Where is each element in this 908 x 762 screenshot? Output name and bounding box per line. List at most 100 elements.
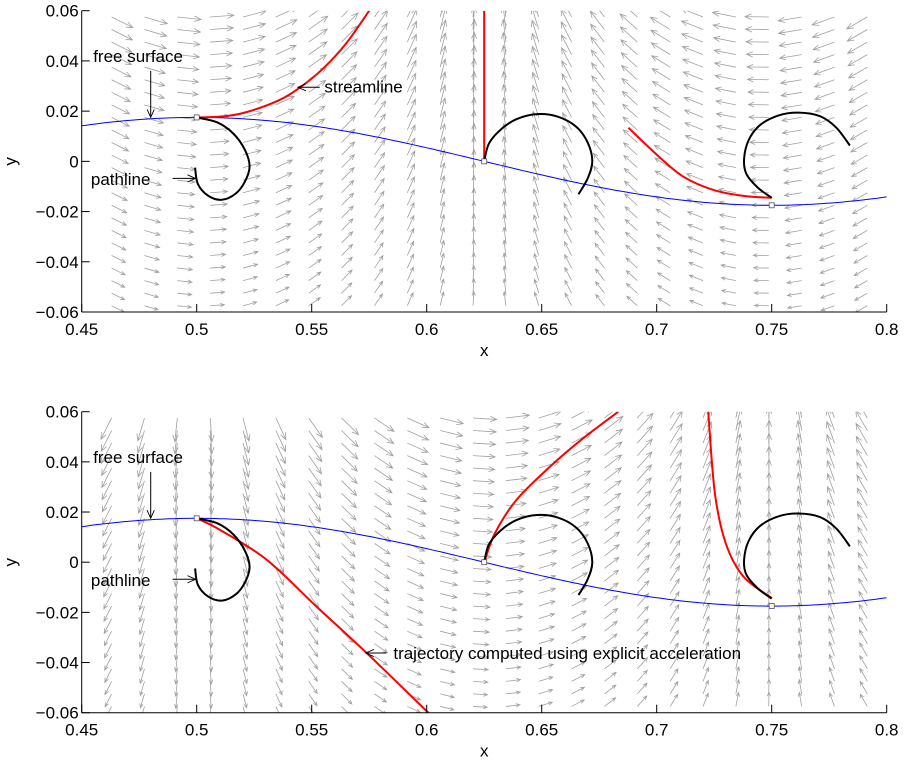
field-arrow [669, 539, 681, 557]
field-arrow [172, 430, 179, 455]
field-arrow [308, 643, 319, 658]
field-arrow [471, 122, 477, 143]
streamline [627, 126, 772, 199]
field-arrow [471, 135, 477, 156]
field-arrow [752, 253, 769, 258]
field-arrow [308, 105, 326, 118]
field-arrow [669, 474, 682, 494]
field-arrow [815, 129, 835, 138]
field-arrow [782, 167, 802, 173]
field-arrow [407, 655, 423, 663]
field-arrow [538, 612, 556, 620]
field-arrow [137, 530, 145, 551]
field-arrow [275, 706, 280, 713]
trajectory-line [483, 411, 619, 563]
field-arrow [242, 505, 250, 527]
field-arrow [473, 629, 491, 635]
field-arrow [177, 267, 194, 272]
field-arrow [778, 54, 802, 61]
field-arrow [139, 693, 145, 709]
field-arrow [856, 461, 868, 481]
field-arrow [210, 302, 226, 307]
field-arrow [374, 693, 388, 703]
field-arrow [502, 277, 507, 294]
field-arrow [828, 666, 835, 682]
field-arrow [505, 677, 522, 683]
field-arrow [308, 207, 324, 219]
field-arrow [655, 208, 671, 219]
field-arrow [571, 635, 587, 645]
field-arrow [715, 124, 736, 131]
field-arrow [406, 98, 416, 118]
field-arrow [101, 493, 112, 513]
x-tick-label: 0.6 [415, 721, 439, 740]
field-arrow [855, 411, 868, 431]
field-arrow [669, 680, 679, 695]
field-arrow [473, 692, 489, 697]
field-arrow [538, 562, 558, 569]
field-arrow [111, 54, 133, 66]
field-arrow [374, 61, 387, 80]
field-arrow [275, 159, 294, 168]
field-arrow [786, 280, 802, 285]
y-tick-label: 0.02 [46, 102, 79, 121]
field-arrow [275, 185, 293, 194]
annotation-label: pathline [91, 170, 151, 189]
field-arrow [818, 255, 835, 262]
field-arrow [407, 668, 423, 676]
field-arrow [848, 79, 868, 91]
streamline [196, 10, 371, 119]
field-arrow [374, 280, 384, 294]
field-arrow [538, 625, 556, 632]
field-arrow [308, 182, 324, 194]
field-arrow [827, 537, 835, 557]
field-arrow [505, 589, 525, 595]
field-arrow [208, 668, 214, 685]
field-arrow [439, 162, 446, 181]
field-arrow [210, 239, 227, 245]
field-arrow [682, 10, 704, 18]
field-arrow [505, 602, 524, 607]
field-arrow [172, 480, 179, 503]
field-arrow [242, 187, 261, 194]
field-arrow [208, 693, 213, 710]
field-arrow [406, 20, 417, 43]
field-arrow [406, 111, 416, 131]
field-arrow [177, 292, 193, 297]
field-arrow [669, 422, 683, 444]
field-arrow [852, 230, 868, 239]
field-arrow [440, 593, 458, 599]
field-arrow [173, 643, 179, 661]
field-arrow [374, 517, 392, 531]
field-arrow [407, 430, 430, 441]
field-arrow [440, 530, 460, 537]
field-arrow [275, 555, 285, 574]
field-arrow [440, 467, 463, 475]
y-tick-label: 0.06 [46, 403, 79, 422]
field-arrow [532, 149, 540, 168]
field-arrow [144, 192, 163, 199]
field-arrow [533, 239, 540, 256]
field-arrow [275, 605, 284, 623]
field-arrow [139, 643, 145, 660]
field-arrow [538, 600, 556, 607]
field-arrow [138, 543, 145, 563]
field-arrow [857, 539, 868, 557]
field-arrow [797, 627, 802, 644]
field-arrow [828, 627, 835, 644]
field-arrow [619, 13, 638, 30]
field-arrow [850, 167, 868, 178]
field-arrow [471, 174, 477, 193]
field-arrow [242, 85, 265, 93]
field-arrow [561, 72, 572, 93]
field-arrow [406, 291, 414, 306]
start-marker [768, 202, 775, 209]
field-arrow [702, 653, 710, 669]
field-arrow [538, 549, 558, 557]
field-arrow [275, 643, 283, 659]
field-arrow [592, 113, 605, 131]
field-arrow [308, 143, 325, 156]
field-arrow [374, 417, 395, 432]
field-arrow [374, 668, 388, 678]
pathline [194, 116, 251, 201]
